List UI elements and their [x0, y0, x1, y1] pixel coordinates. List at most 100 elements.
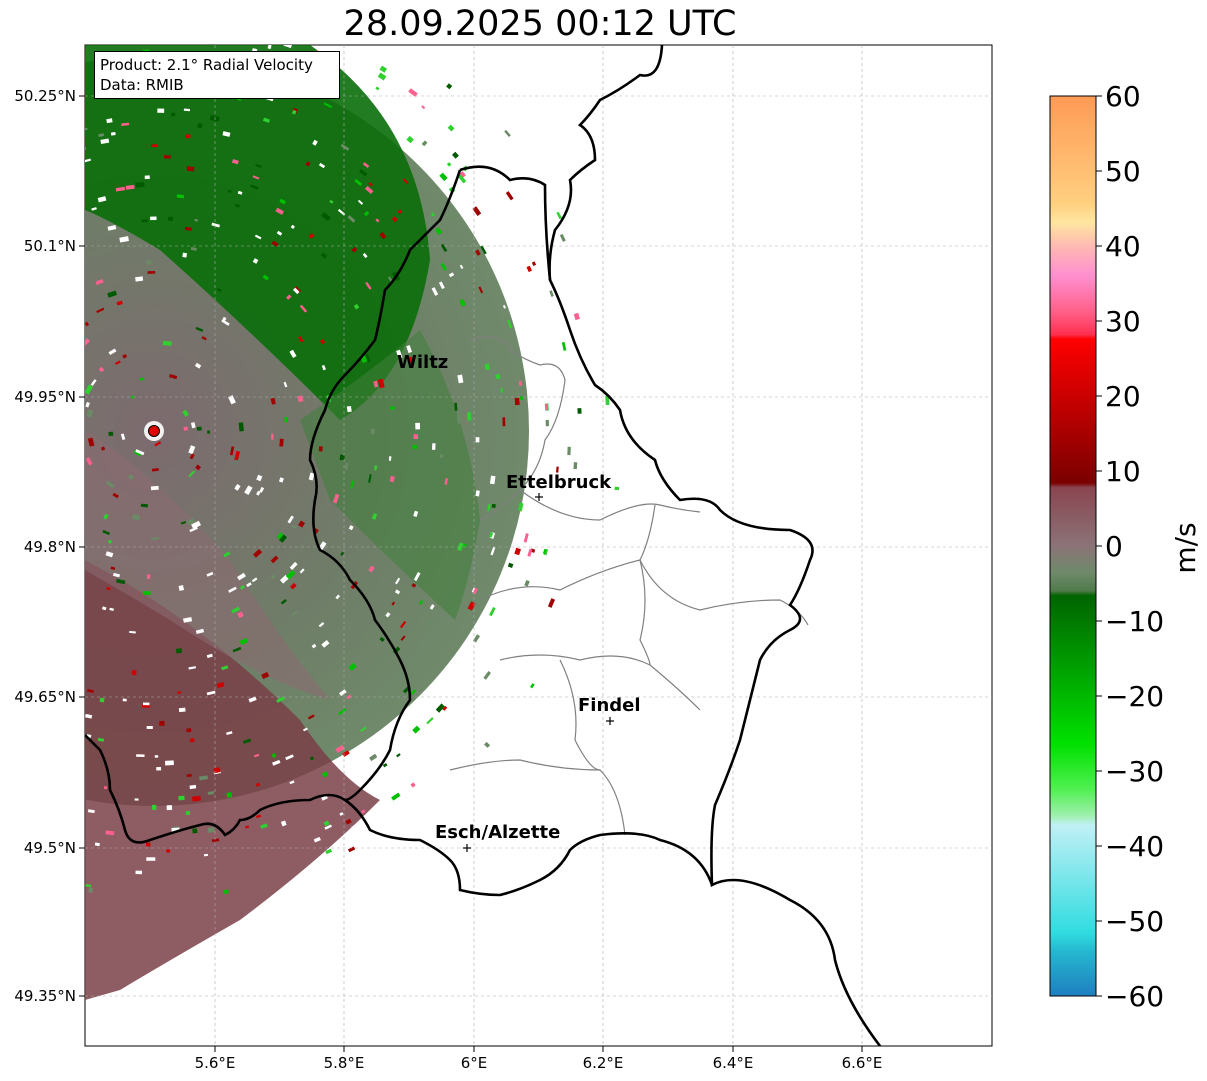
echo-speckle	[85, 127, 88, 131]
echo-speckle	[457, 414, 462, 424]
echo-speckle	[410, 689, 416, 695]
echo-speckle	[234, 483, 241, 491]
echo-speckle	[77, 377, 82, 382]
echo-speckle	[337, 208, 346, 216]
echo-speckle	[27, 176, 35, 183]
echo-speckle	[340, 143, 350, 151]
echo-speckle	[270, 574, 276, 580]
echo-speckle	[73, 136, 81, 141]
echo-speckle	[45, 646, 50, 651]
echo-speckle	[527, 612, 534, 619]
echo-speckle	[388, 456, 392, 461]
echo-speckle	[36, 355, 44, 363]
echo-speckle	[189, 453, 195, 460]
echo-speckle	[163, 155, 171, 159]
echo-speckle	[188, 470, 196, 478]
echo-speckle	[85, 884, 92, 888]
echo-speckle	[191, 520, 201, 530]
echo-speckle	[371, 428, 375, 435]
echo-speckle	[97, 737, 105, 742]
echo-speckle	[452, 151, 459, 159]
echo-speckle	[192, 795, 201, 802]
echo-speckle	[387, 276, 393, 283]
echo-speckle	[94, 842, 100, 847]
echo-speckle	[66, 418, 69, 424]
echo-speckle	[483, 671, 491, 680]
echo-speckle	[146, 574, 151, 579]
echo-speckle	[8, 672, 16, 678]
echo-speckle	[237, 572, 246, 581]
echo-speckle	[346, 694, 352, 700]
echo-speckle	[505, 191, 514, 201]
echo-speckle	[593, 341, 600, 351]
echo-speckle	[283, 381, 288, 388]
echo-speckle	[256, 474, 263, 482]
echo-speckle	[207, 791, 215, 795]
echo-speckle	[107, 224, 117, 231]
echo-speckle	[37, 209, 43, 215]
echo-speckle	[444, 478, 448, 485]
echo-speckle	[406, 135, 414, 144]
echo-speckle	[410, 782, 416, 788]
echo-speckle	[27, 869, 35, 873]
echo-speckle	[481, 652, 489, 661]
echo-speckle	[136, 754, 145, 757]
echo-speckle	[239, 637, 249, 645]
echo-speckle	[62, 166, 71, 173]
echo-speckle	[531, 261, 537, 267]
echo-speckle	[573, 462, 578, 470]
lat-ticks: 50.25°N 50.1°N 49.95°N 49.8°N 49.65°N 49…	[14, 87, 85, 1005]
echo-speckle	[106, 118, 113, 124]
echo-speckle	[102, 529, 111, 536]
echo-speckle	[473, 634, 480, 643]
echo-speckle	[459, 298, 466, 307]
echo-speckle	[146, 857, 156, 861]
colorbar-tick-label: 60	[1105, 80, 1141, 113]
echo-speckle	[216, 287, 222, 292]
echo-speckle	[207, 430, 210, 434]
echo-speckle	[29, 561, 35, 567]
echo-speckle	[211, 838, 220, 843]
echo-speckle	[12, 797, 17, 803]
echo-speckle	[489, 606, 496, 617]
echo-speckle	[517, 502, 524, 512]
echo-speckle	[377, 72, 387, 81]
echo-speckle	[507, 713, 513, 718]
echo-speckle	[514, 397, 520, 406]
echo-speckle	[290, 224, 295, 230]
echo-speckle	[354, 178, 363, 186]
echo-speckle	[143, 702, 150, 706]
echo-speckle	[556, 211, 562, 220]
echo-speckle	[353, 303, 360, 310]
echo-speckle	[46, 882, 55, 886]
echo-speckle	[109, 607, 114, 611]
echo-speckle	[397, 209, 403, 215]
echo-speckle	[221, 319, 230, 326]
echo-speckle	[303, 727, 308, 732]
echo-speckle	[11, 602, 17, 608]
echo-speckle	[431, 443, 436, 450]
echo-speckle	[88, 36, 97, 40]
echo-speckle	[318, 162, 326, 169]
echo-speckle	[75, 341, 81, 347]
echo-speckle	[351, 824, 359, 831]
echo-speckle	[299, 568, 305, 574]
echo-speckle	[371, 512, 378, 520]
echo-speckle	[577, 408, 582, 414]
echo-speckle	[10, 863, 17, 867]
echo-speckle	[169, 374, 178, 380]
colorbar-tick-label: −30	[1105, 755, 1164, 788]
echo-speckle	[284, 38, 289, 42]
echo-speckle	[90, 379, 97, 387]
echo-speckle	[188, 666, 197, 670]
echo-speckle	[449, 253, 457, 264]
echo-speckle	[438, 281, 445, 290]
echo-speckle	[120, 433, 126, 440]
echo-speckle	[332, 493, 340, 504]
echo-speckle	[59, 734, 66, 738]
echo-speckle	[271, 240, 279, 247]
echo-speckle	[192, 828, 198, 834]
echo-speckle	[46, 557, 50, 561]
echo-speckle	[329, 199, 334, 204]
echo-speckle	[182, 409, 189, 417]
